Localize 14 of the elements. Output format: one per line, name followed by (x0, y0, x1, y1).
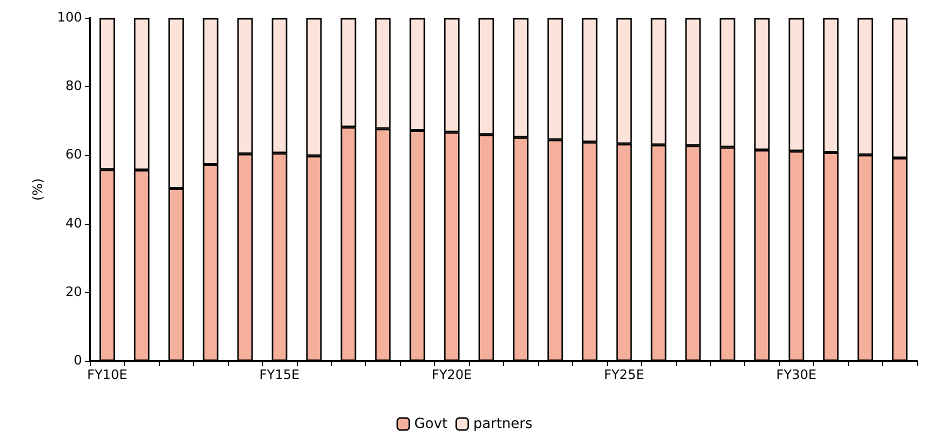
y-tick-label: 20 (65, 284, 82, 300)
x-tick-label: FY20E (432, 368, 472, 383)
y-axis-title: (%) (31, 178, 46, 201)
y-tick-label: 100 (57, 10, 82, 26)
x-tick-label: FY15E (259, 368, 300, 383)
y-tick-label: 0 (74, 354, 82, 368)
x-tick-label: FY10E (87, 368, 128, 383)
x-tick-label: FY30E (776, 368, 816, 383)
y-tick-label: 80 (65, 79, 82, 94)
legend-label: Govt (414, 416, 448, 432)
x-tick-label: FY25E (604, 368, 644, 383)
y-tick-label: 60 (65, 148, 82, 163)
y-tick-label: 40 (65, 216, 82, 232)
legend-label: partners (473, 416, 532, 432)
